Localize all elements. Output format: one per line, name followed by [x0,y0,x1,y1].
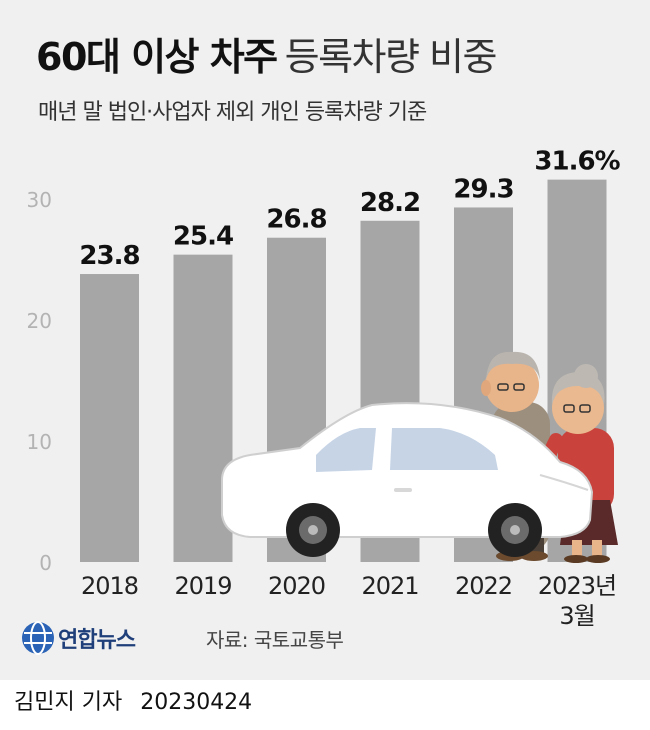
x-tick-label: 2018 [81,572,138,600]
source-text: 자료: 국토교통부 [206,628,344,652]
data-label: 28.2 [360,188,420,218]
publish-date: 20230424 [140,690,253,715]
x-tick-label: 2021 [361,572,418,600]
x-tick-label: 3월 [559,602,594,630]
y-tick-label: 20 [27,309,52,333]
chart-subtitle: 매년 말 법인·사업자 제외 개인 등록차량 기준 [38,100,427,125]
bar [80,274,139,562]
yonhap-logo: 연합뉴스 [20,618,220,658]
white-sedan-icon [221,402,594,557]
source-row: 연합뉴스 자료: 국토교통부 [20,616,440,656]
data-labels: 23.8 25.4 26.8 28.2 29.3 31.6% [79,147,621,271]
chart-title: 60대 이상 차주 등록차량 비중 [36,26,498,81]
x-tick-label: 2020 [268,572,325,600]
y-axis-ticks: 0 10 20 30 [27,188,52,575]
yonhap-globe-icon [22,621,54,655]
logo-text: 연합뉴스 [58,628,136,653]
footer: 김민지 기자 20230424 [14,684,252,716]
data-label: 31.6% [534,147,620,177]
x-tick-label: 2019 [174,572,231,600]
data-label: 26.8 [266,205,326,235]
data-label: 23.8 [79,241,139,271]
byline: 김민지 기자 [14,690,123,715]
x-tick-label: 2023년 [538,572,616,600]
data-label: 29.3 [453,174,513,204]
title-bold: 60대 이상 차주 [36,35,278,79]
data-label: 25.4 [173,222,233,252]
x-tick-label: 2022 [455,572,512,600]
y-tick-label: 10 [27,430,52,454]
y-tick-label: 0 [39,551,52,575]
y-tick-label: 30 [27,188,52,212]
title-light: 등록차량 비중 [284,35,498,79]
